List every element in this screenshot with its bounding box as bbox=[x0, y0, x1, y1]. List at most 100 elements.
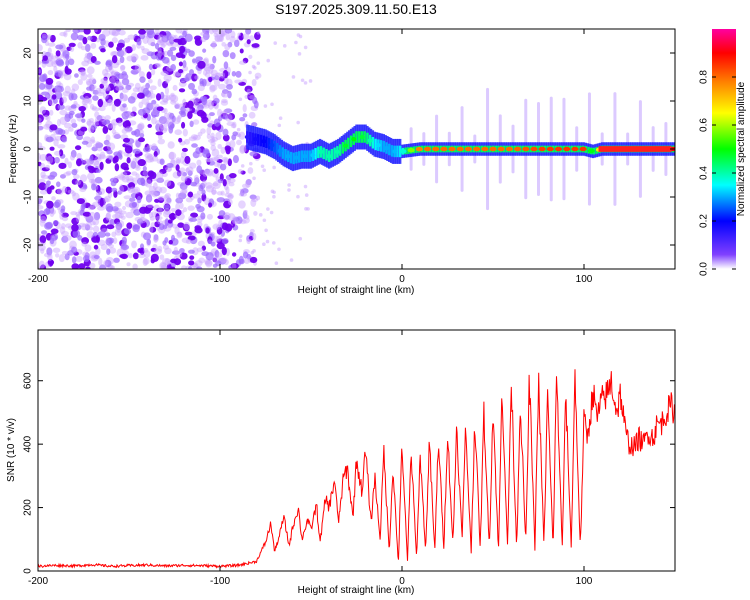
noise-point bbox=[171, 250, 181, 255]
noise-point bbox=[91, 183, 97, 191]
noise-point bbox=[49, 237, 55, 245]
noise-point bbox=[209, 112, 215, 117]
noise-point bbox=[179, 170, 184, 176]
noise-point bbox=[70, 93, 78, 101]
noise-point bbox=[202, 48, 207, 53]
noise-point bbox=[150, 247, 157, 252]
noise-point bbox=[183, 221, 191, 231]
noise-point bbox=[168, 239, 173, 245]
track-core bbox=[347, 137, 350, 150]
noise-point bbox=[89, 117, 94, 124]
noise-point bbox=[49, 208, 55, 218]
noise-point bbox=[245, 29, 252, 35]
noise-point bbox=[114, 212, 122, 220]
noise-point bbox=[39, 235, 47, 244]
noise-point bbox=[105, 94, 113, 104]
noise-point bbox=[164, 247, 172, 255]
noise-point bbox=[141, 98, 150, 105]
track-pulse bbox=[489, 146, 497, 152]
noise-point bbox=[81, 60, 90, 67]
track-pulse bbox=[432, 146, 440, 152]
noise-point bbox=[192, 134, 201, 141]
noise-point bbox=[220, 100, 229, 106]
noise-point bbox=[105, 212, 112, 220]
noise-point bbox=[83, 92, 92, 99]
noise-point bbox=[242, 57, 249, 64]
noise-point bbox=[239, 60, 247, 65]
noise-point bbox=[45, 77, 54, 85]
noise-point bbox=[179, 156, 185, 164]
noise-point bbox=[71, 83, 80, 91]
noise-point bbox=[83, 255, 90, 263]
noise-point bbox=[137, 159, 146, 167]
noise-point bbox=[111, 37, 118, 44]
noise-point bbox=[120, 64, 126, 70]
noise-point bbox=[277, 247, 281, 252]
noise-point bbox=[260, 164, 265, 169]
noise-point bbox=[212, 223, 221, 230]
noise-point bbox=[103, 76, 108, 82]
noise-point bbox=[86, 120, 95, 126]
noise-point bbox=[70, 149, 77, 158]
noise-point bbox=[205, 259, 213, 268]
noise-point bbox=[89, 139, 96, 144]
noise-point bbox=[51, 94, 57, 100]
noise-point bbox=[203, 169, 210, 175]
noise-point bbox=[170, 64, 176, 72]
noise-point bbox=[177, 222, 185, 228]
track-pulse bbox=[513, 146, 522, 152]
noise-point bbox=[86, 159, 93, 167]
noise-point bbox=[113, 98, 121, 107]
noise-point bbox=[159, 158, 165, 165]
noise-point bbox=[146, 71, 152, 80]
noise-point bbox=[110, 50, 119, 57]
noise-point bbox=[198, 257, 206, 264]
noise-point bbox=[45, 136, 54, 143]
noise-point bbox=[111, 231, 117, 238]
noise-point bbox=[164, 258, 171, 266]
noise-point bbox=[238, 234, 243, 238]
noise-point bbox=[191, 73, 198, 82]
noise-point bbox=[213, 156, 220, 162]
noise-point bbox=[117, 190, 122, 195]
noise-point bbox=[180, 111, 186, 118]
noise-point bbox=[42, 55, 48, 61]
noise-point bbox=[199, 95, 208, 102]
noise-point bbox=[105, 237, 113, 246]
noise-point bbox=[101, 29, 111, 37]
noise-point bbox=[149, 216, 155, 221]
noise-point bbox=[201, 245, 207, 251]
track-pulse bbox=[423, 146, 432, 152]
noise-point bbox=[139, 247, 145, 256]
noise-point bbox=[252, 176, 256, 181]
noise-point bbox=[296, 194, 300, 199]
noise-point bbox=[182, 98, 187, 107]
noise-point bbox=[174, 226, 180, 235]
noise-point bbox=[81, 223, 88, 231]
noise-point bbox=[54, 70, 63, 77]
track-core bbox=[388, 143, 391, 156]
noise-point bbox=[42, 109, 50, 117]
noise-point bbox=[210, 157, 219, 162]
noise-point bbox=[212, 29, 222, 35]
noise-point bbox=[55, 181, 61, 188]
noise-point bbox=[99, 151, 106, 159]
noise-point bbox=[121, 175, 130, 183]
noise-point bbox=[214, 250, 220, 258]
noise-point bbox=[175, 71, 182, 78]
noise-point bbox=[71, 246, 78, 254]
noise-point bbox=[193, 174, 199, 182]
noise-point bbox=[248, 70, 252, 75]
noise-point bbox=[163, 107, 168, 115]
noise-point bbox=[109, 66, 114, 74]
track-core bbox=[349, 135, 353, 148]
noise-point bbox=[39, 219, 46, 227]
noise-point bbox=[113, 85, 119, 94]
noise-point bbox=[204, 182, 213, 189]
noise-point bbox=[242, 33, 250, 40]
noise-point bbox=[205, 99, 215, 107]
track-core bbox=[284, 149, 287, 161]
noise-point bbox=[93, 29, 98, 33]
noise-point bbox=[155, 119, 164, 127]
noise-point bbox=[180, 77, 186, 83]
